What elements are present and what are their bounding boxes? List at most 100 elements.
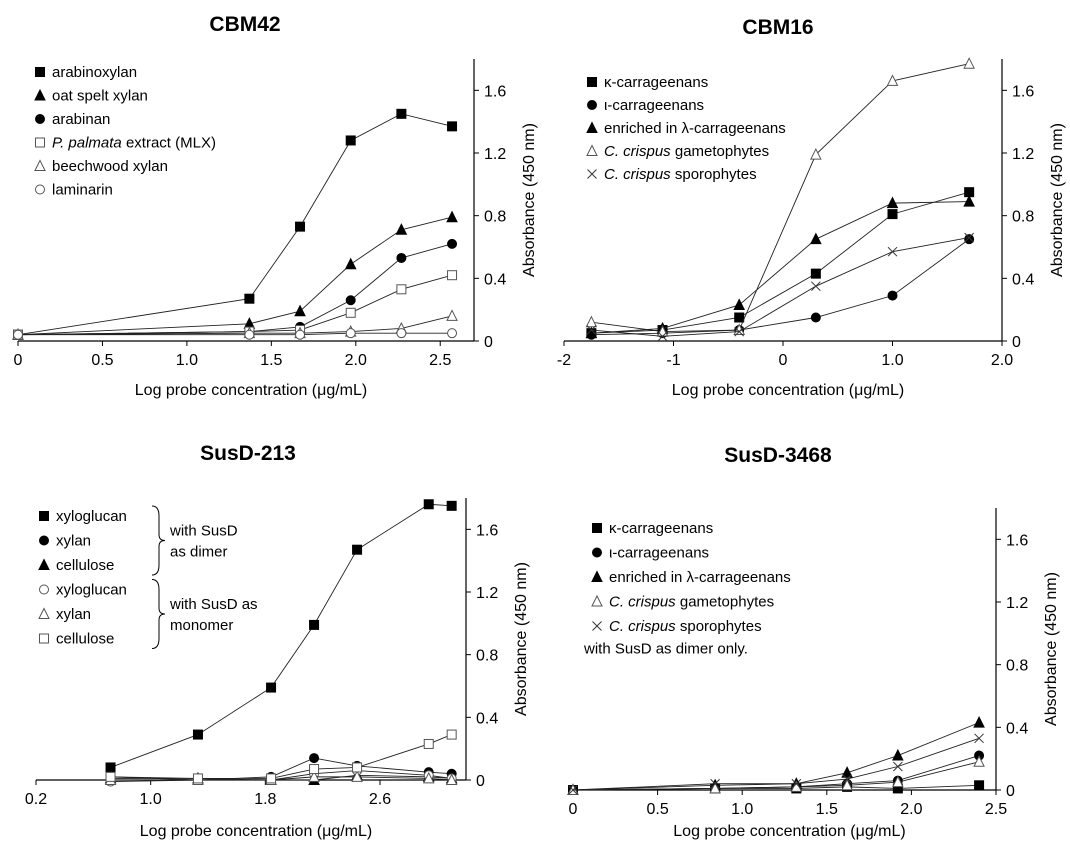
data-point-stroke-b [734, 326, 745, 337]
data-point [396, 108, 407, 119]
data-point [345, 328, 356, 339]
y-tick-label: 0 [1006, 783, 1015, 800]
y-tick-label: 0 [1012, 334, 1021, 351]
data-point [734, 312, 745, 323]
data-point [964, 234, 975, 245]
legend-label-rest: sporophytes [671, 166, 757, 183]
data-point [974, 780, 985, 791]
legend-marker [592, 621, 602, 631]
data-point [105, 771, 116, 782]
series-line [591, 237, 970, 337]
data-point [345, 135, 356, 146]
y-tick-label: 1.6 [476, 522, 498, 539]
legend-label-rest: gametophytes [676, 594, 774, 611]
data-point [568, 785, 578, 795]
y-tick-label: 0.8 [484, 209, 506, 226]
data-point [244, 293, 255, 304]
series-line [572, 737, 980, 791]
data-point-stroke-b [964, 232, 975, 243]
x-tick-label: 2.0 [900, 801, 922, 818]
data-point-stroke-b [791, 778, 802, 789]
data-point-stroke-b [842, 774, 852, 784]
data-point [105, 762, 116, 773]
series-6 [13, 328, 458, 340]
y-tick-label: 0.4 [1012, 271, 1034, 288]
legend-label: ι-carrageenans [604, 97, 704, 114]
data-point [841, 778, 853, 791]
legend-note: with SusD as dimer only. [583, 641, 748, 658]
legend-group-label: with SusD as [169, 596, 258, 613]
y-tick-label: 1.2 [484, 146, 506, 163]
data-point [447, 238, 458, 249]
data-point [963, 194, 975, 207]
series-line [17, 243, 453, 336]
data-point [192, 773, 203, 784]
legend-label: laminarin [52, 182, 113, 199]
legend-marker [591, 570, 603, 582]
legend-group-label: monomer [170, 617, 233, 634]
series-line [17, 315, 453, 336]
legend-marker [34, 159, 46, 171]
y-tick-label: 1.6 [484, 83, 506, 100]
series-line [17, 113, 453, 336]
data-point-stroke-b [810, 281, 821, 292]
series-line [110, 734, 452, 779]
data-point [709, 781, 721, 794]
data-point [734, 326, 745, 337]
legend-label: C. crispus sporophytes [609, 618, 762, 635]
legend-marker-stroke-b [587, 169, 597, 179]
legend-label: ι-carrageenans [609, 545, 709, 562]
legend-group-brace [151, 505, 166, 576]
legend-marker [587, 77, 597, 87]
series-6 [105, 729, 457, 784]
legend-marker-stroke-b [592, 621, 602, 631]
legend-marker [34, 88, 46, 101]
y-tick-label: 0.4 [476, 710, 498, 727]
data-point [810, 281, 821, 292]
data-point [964, 232, 975, 243]
data-point [309, 619, 320, 630]
series-5 [568, 733, 984, 795]
y-tick-label: 1.6 [1012, 83, 1034, 100]
data-point-stroke-b [568, 785, 578, 795]
x-tick-label: 0 [569, 801, 578, 818]
y-tick-label: 0.8 [476, 648, 498, 665]
data-point [710, 778, 720, 789]
y-tick-label: 1.2 [476, 585, 498, 602]
data-point [192, 729, 203, 740]
legend-marker [38, 607, 50, 619]
data-point [585, 315, 598, 328]
data-point [446, 729, 457, 740]
data-point [396, 284, 407, 295]
x-tick-label: -1 [666, 352, 680, 369]
x-tick-label: 1.5 [260, 352, 282, 369]
data-point [396, 252, 407, 263]
legend-label: cellulose [56, 557, 114, 574]
legend-marker [587, 169, 597, 179]
series-3 [585, 194, 975, 339]
data-point [974, 733, 984, 744]
x-tick-label: 1.0 [140, 791, 162, 808]
y-axis-label: Absorbance (450 nm) [513, 562, 530, 716]
x-tick-label: 2.0 [991, 352, 1013, 369]
legend-marker [39, 535, 49, 546]
legend-label: beechwood xylan [52, 158, 168, 175]
data-point [352, 544, 363, 555]
data-point [295, 221, 306, 232]
legend-marker [35, 67, 45, 77]
data-point [295, 329, 306, 340]
legend-marker [592, 523, 602, 533]
series-1 [586, 187, 975, 339]
legend-marker [35, 114, 45, 124]
data-point [586, 325, 597, 335]
data-point [352, 762, 363, 773]
data-point [294, 304, 306, 317]
x-tick-label: -2 [557, 352, 571, 369]
legend-label: xylan [56, 533, 91, 550]
legend-group-label: as dimer [170, 544, 228, 561]
data-point [892, 775, 904, 788]
series-3 [567, 716, 985, 795]
y-tick-label: 1.2 [1006, 595, 1028, 612]
legend-marker [39, 584, 49, 595]
